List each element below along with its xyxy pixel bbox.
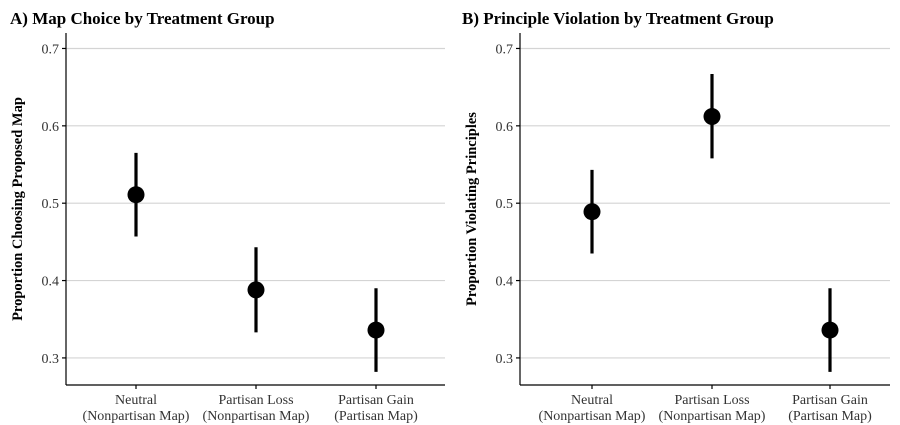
panel-b: B) Principle Violation by Treatment Grou… [462,9,890,424]
y-tick-label: 0.5 [42,197,60,212]
x-tick-label: (Partisan Map) [788,409,872,424]
y-tick-label: 0.7 [42,42,60,57]
x-tick-label: Neutral [571,393,613,408]
x-tick-label: Partisan Loss [674,393,749,408]
point-estimate [127,186,145,204]
x-tick-label: (Nonpartisan Map) [659,409,766,424]
x-tick-label: Partisan Gain [792,393,868,408]
x-tick-label: Neutral [115,393,157,408]
y-tick-label: 0.3 [496,352,514,367]
y-axis-label: Proportion Choosing Proposed Map [10,97,26,321]
y-axis-label: Proportion Violating Principles [464,112,480,306]
y-tick-label: 0.3 [42,352,60,367]
point-estimate [703,108,721,126]
x-tick-label: (Nonpartisan Map) [83,409,190,424]
x-tick-label: (Partisan Map) [334,409,418,424]
y-tick-label: 0.6 [42,120,60,135]
x-tick-label: Partisan Loss [218,393,293,408]
point-estimate [247,281,265,299]
y-tick-label: 0.6 [496,120,514,135]
point-estimate [367,321,385,339]
y-tick-label: 0.4 [42,275,60,290]
x-tick-label: (Nonpartisan Map) [539,409,646,424]
x-tick-label: (Nonpartisan Map) [203,409,310,424]
panel-a: A) Map Choice by Treatment Group 0.3 0.4 0.… [10,9,445,424]
y-tick-label: 0.5 [496,197,514,212]
y-tick-label: 0.7 [496,42,514,57]
point-estimate [821,321,839,339]
x-tick-label: Partisan Gain [338,393,414,408]
y-tick-label: 0.4 [496,275,514,290]
point-estimate [583,203,601,221]
panel-title: A) Map Choice by Treatment Group [10,9,275,28]
panel-title: B) Principle Violation by Treatment Grou… [462,9,774,28]
